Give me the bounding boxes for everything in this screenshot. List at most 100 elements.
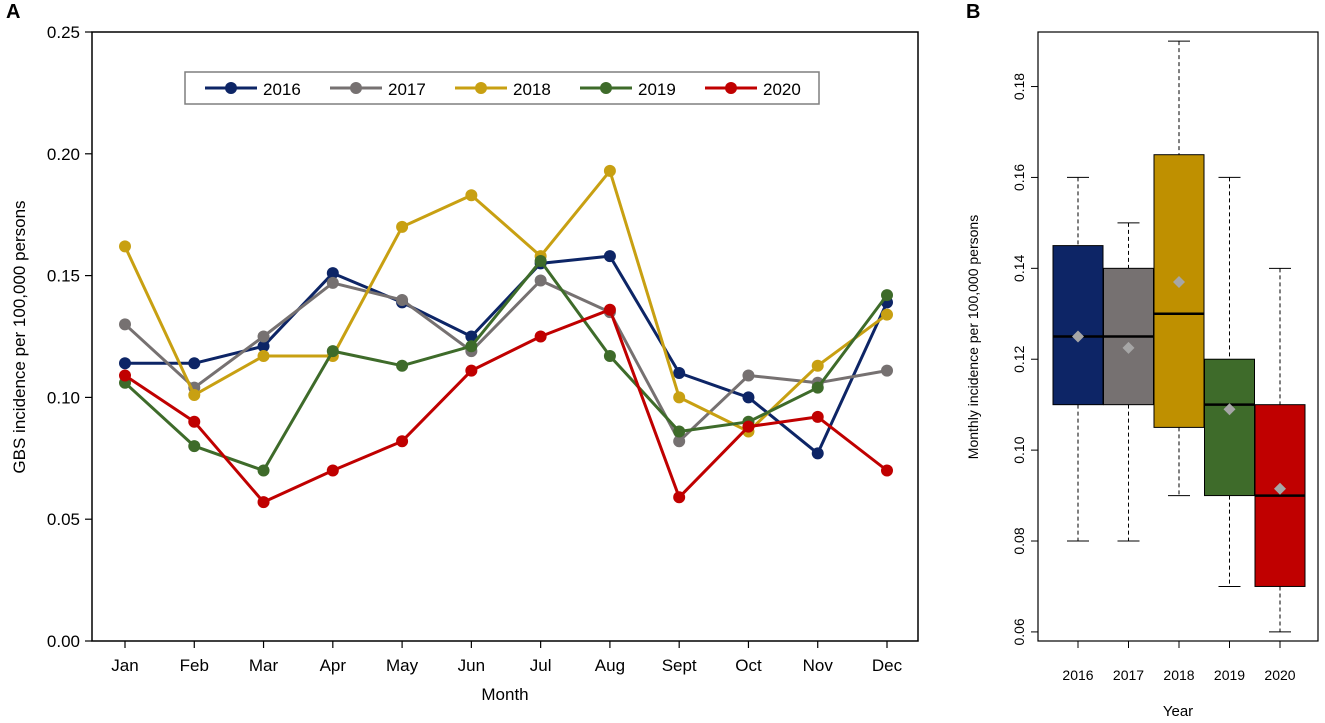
x-tick-label-a: May	[386, 656, 419, 675]
data-point-2020	[534, 330, 547, 343]
boxes-group-b	[1052, 40, 1306, 633]
y-tick-label-b: 0.12	[1011, 345, 1027, 372]
x-tick-label-a: Mar	[249, 656, 279, 675]
series-2020	[119, 303, 893, 509]
y-tick-label-a: 0.25	[47, 23, 80, 42]
x-tick-label-b: 2016	[1062, 667, 1093, 683]
series-group-a	[119, 164, 893, 509]
box-2018	[1153, 40, 1205, 497]
x-tick-label-b: 2019	[1214, 667, 1245, 683]
data-point-2018	[465, 189, 478, 202]
y-tick-label-a: 0.10	[47, 388, 80, 407]
plot-frame-a	[91, 31, 919, 642]
data-point-2018	[119, 240, 131, 253]
data-point-2019	[465, 340, 478, 353]
y-axis-title-b: Monthly incidence per 100,000 persons	[965, 215, 981, 459]
data-point-2019	[188, 440, 201, 453]
x-tick-label-a: Jun	[458, 656, 485, 675]
mean-marker	[1223, 403, 1236, 416]
x-tick-label-a: Aug	[595, 656, 625, 675]
data-point-2017	[326, 276, 339, 289]
data-point-2016	[326, 267, 339, 280]
mean-marker	[1274, 482, 1286, 495]
y-tick-label-b: 0.14	[1011, 254, 1027, 281]
data-point-2019	[396, 359, 409, 372]
legend-marker-2017	[350, 82, 362, 94]
x-tick-label-a: Dec	[872, 656, 903, 675]
x-tick-label-a: Jul	[530, 656, 552, 675]
y-tick-label-b: 0.08	[1011, 527, 1027, 554]
x-axis-b: 2016 2017 2018 2019 2020	[1062, 641, 1296, 683]
data-point-2018	[396, 220, 409, 233]
data-point-2020	[881, 464, 893, 477]
y-tick-label-a: 0.05	[47, 510, 80, 529]
data-point-2019	[534, 254, 547, 267]
data-point-2020	[396, 435, 409, 448]
mean-marker	[1072, 330, 1084, 343]
box-body	[1153, 154, 1205, 428]
y-tick-label-b: 0.18	[1011, 73, 1027, 100]
box-body	[1204, 358, 1255, 497]
box-2017	[1103, 222, 1154, 542]
y-axis-b: 0.06 0.08 0.10 0.12 0.14 0.16 0.18	[1011, 73, 1038, 646]
series-line-2018	[123, 169, 888, 433]
data-point-2018	[811, 359, 824, 372]
x-tick-label-a: Nov	[803, 656, 834, 675]
y-tick-label-b: 0.10	[1011, 436, 1027, 463]
data-point-2017	[673, 435, 686, 448]
data-point-2019	[326, 345, 339, 358]
x-tick-label-b: 2020	[1264, 667, 1295, 683]
data-point-2019	[811, 381, 824, 394]
box-body	[1052, 245, 1104, 406]
y-tick-label-b: 0.16	[1011, 164, 1027, 191]
panel-label-b: B	[966, 1, 980, 23]
data-point-2016	[257, 340, 270, 353]
series-line-2019	[123, 259, 889, 472]
data-point-2017	[881, 364, 893, 377]
data-point-2019	[257, 464, 270, 477]
legend-marker-2018	[475, 82, 487, 94]
data-point-2016	[465, 330, 478, 343]
x-tick-label-b: 2018	[1163, 667, 1194, 683]
box-plot-panel-b: 0.060.080.100.120.140.160.18 2016 2017 201…	[965, 31, 1319, 720]
series-2017	[119, 274, 893, 448]
data-point-2017	[534, 274, 547, 287]
data-point-2020	[326, 464, 339, 477]
y-tick-label-a: 0.15	[47, 267, 80, 286]
x-tick-label-a: Apr	[320, 656, 347, 675]
legend-label-2017: 2017	[388, 80, 426, 99]
data-point-2020	[119, 369, 131, 382]
data-point-2016	[742, 391, 755, 404]
data-point-2020	[257, 496, 270, 509]
series-2019	[119, 254, 893, 477]
legend-a: 2016 2017 2018 2019 2020	[184, 71, 820, 105]
y-axis-a: 0.00 0.05 0.10 0.15 0.20 0.25	[47, 23, 92, 651]
data-point-2016	[188, 357, 201, 370]
x-tick-label-a: Oct	[735, 656, 762, 675]
data-point-2019	[603, 349, 616, 362]
data-point-2018	[881, 308, 893, 321]
data-point-2017	[119, 318, 131, 331]
box-2020	[1254, 267, 1306, 633]
data-point-2016	[119, 357, 131, 370]
legend-label-2020: 2020	[763, 80, 801, 99]
series-line-2016	[125, 254, 889, 455]
data-point-2016	[673, 367, 686, 380]
data-point-2017	[257, 330, 270, 343]
data-point-2020	[465, 364, 478, 377]
line-chart-panel-a: 0.00 0.05 0.10 0.15 0.20 0.25 Jan Feb Mar Apr May…	[10, 23, 919, 704]
x-tick-label-a: Feb	[180, 656, 209, 675]
box-2019	[1204, 176, 1255, 587]
data-point-2016	[811, 447, 824, 460]
data-point-2018	[188, 388, 201, 401]
legend-marker-2020	[725, 82, 737, 94]
y-tick-label-a: 0.20	[47, 145, 80, 164]
x-axis-title-a: Month	[481, 685, 528, 704]
y-tick-label-b: 0.06	[1011, 618, 1027, 645]
data-point-2020	[742, 420, 755, 433]
y-tick-label-a: 0.00	[47, 632, 80, 651]
x-axis-title-b: Year	[1163, 703, 1193, 720]
data-point-2017	[396, 293, 409, 306]
legend-label-2018: 2018	[513, 80, 551, 99]
